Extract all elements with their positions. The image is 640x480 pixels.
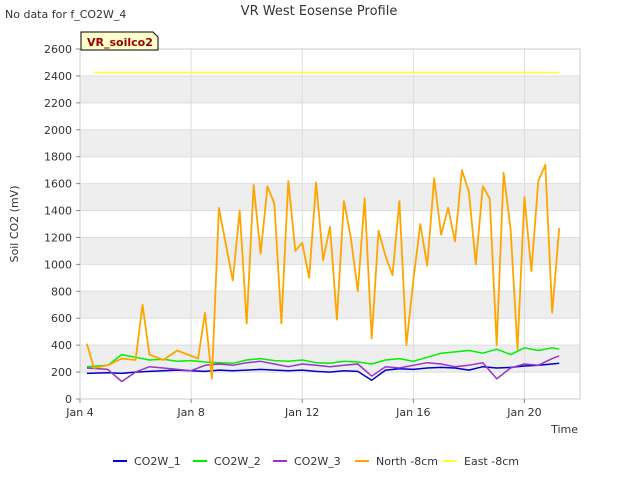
x-tick-label: Jan 8 [176,406,204,419]
legend-label-co2w-1: CO2W_1 [134,455,181,468]
site-label-box: VR_soilco2 [80,31,159,51]
y-tick-label: 2000 [44,124,72,137]
y-tick-label: 2200 [44,97,72,110]
plot-frame [79,48,581,400]
series-line-co2w-3 [86,355,560,383]
legend-label-east-8cm: East -8cm [464,455,519,468]
legend-label-co2w-2: CO2W_2 [214,455,261,468]
y-tick-label: 800 [51,285,72,298]
x-tick-label: Jan 16 [395,406,430,419]
x-tick-label: Jan 4 [65,406,93,419]
y-tick-label: 1000 [44,258,72,271]
y-tick-label: 1800 [44,151,72,164]
series-line-north-8cm [86,163,561,380]
legend-label-north-8cm: North -8cm [376,455,438,468]
chart-title: VR West Eosense Profile [241,4,398,19]
background-band [80,75,580,103]
background-bands [80,75,580,373]
background-band [80,237,580,265]
legend: CO2W_1 CO2W_2 CO2W_3 North -8cm East -8cm [113,455,519,468]
y-tick-label: 2600 [44,43,72,56]
series-lines [86,71,561,383]
y-tick-label: 200 [51,366,72,379]
series-line-co2w-2 [86,347,560,368]
y-axis-ticks: 0 200 400 600 800 1000 1200 1400 1600 1800 2000 220… [44,43,80,406]
y-tick-label: 400 [51,339,72,352]
y-tick-label: 1200 [44,231,72,244]
site-label-background [80,31,159,51]
y-tick-label: 1400 [44,205,72,218]
x-axis-ticks: Jan 4 Jan 8 Jan 12 Jan 16 Jan 20 [65,399,542,419]
background-band [80,291,580,319]
legend-label-co2w-3: CO2W_3 [294,455,341,468]
y-axis-label: Soil CO2 (mV) [8,186,21,263]
x-tick-label: Jan 12 [284,406,319,419]
site-label: VR_soilco2 [87,36,153,49]
x-tick-label: Jan 20 [506,406,541,419]
y-tick-label: 600 [51,312,72,325]
x-axis-label: Time [550,423,578,436]
background-band [80,183,580,211]
y-tick-label: 2400 [44,70,72,83]
no-data-note: No data for f_CO2W_4 [5,8,126,21]
y-tick-label: 0 [65,393,72,406]
background-band [80,129,580,157]
y-tick-label: 1600 [44,178,72,191]
